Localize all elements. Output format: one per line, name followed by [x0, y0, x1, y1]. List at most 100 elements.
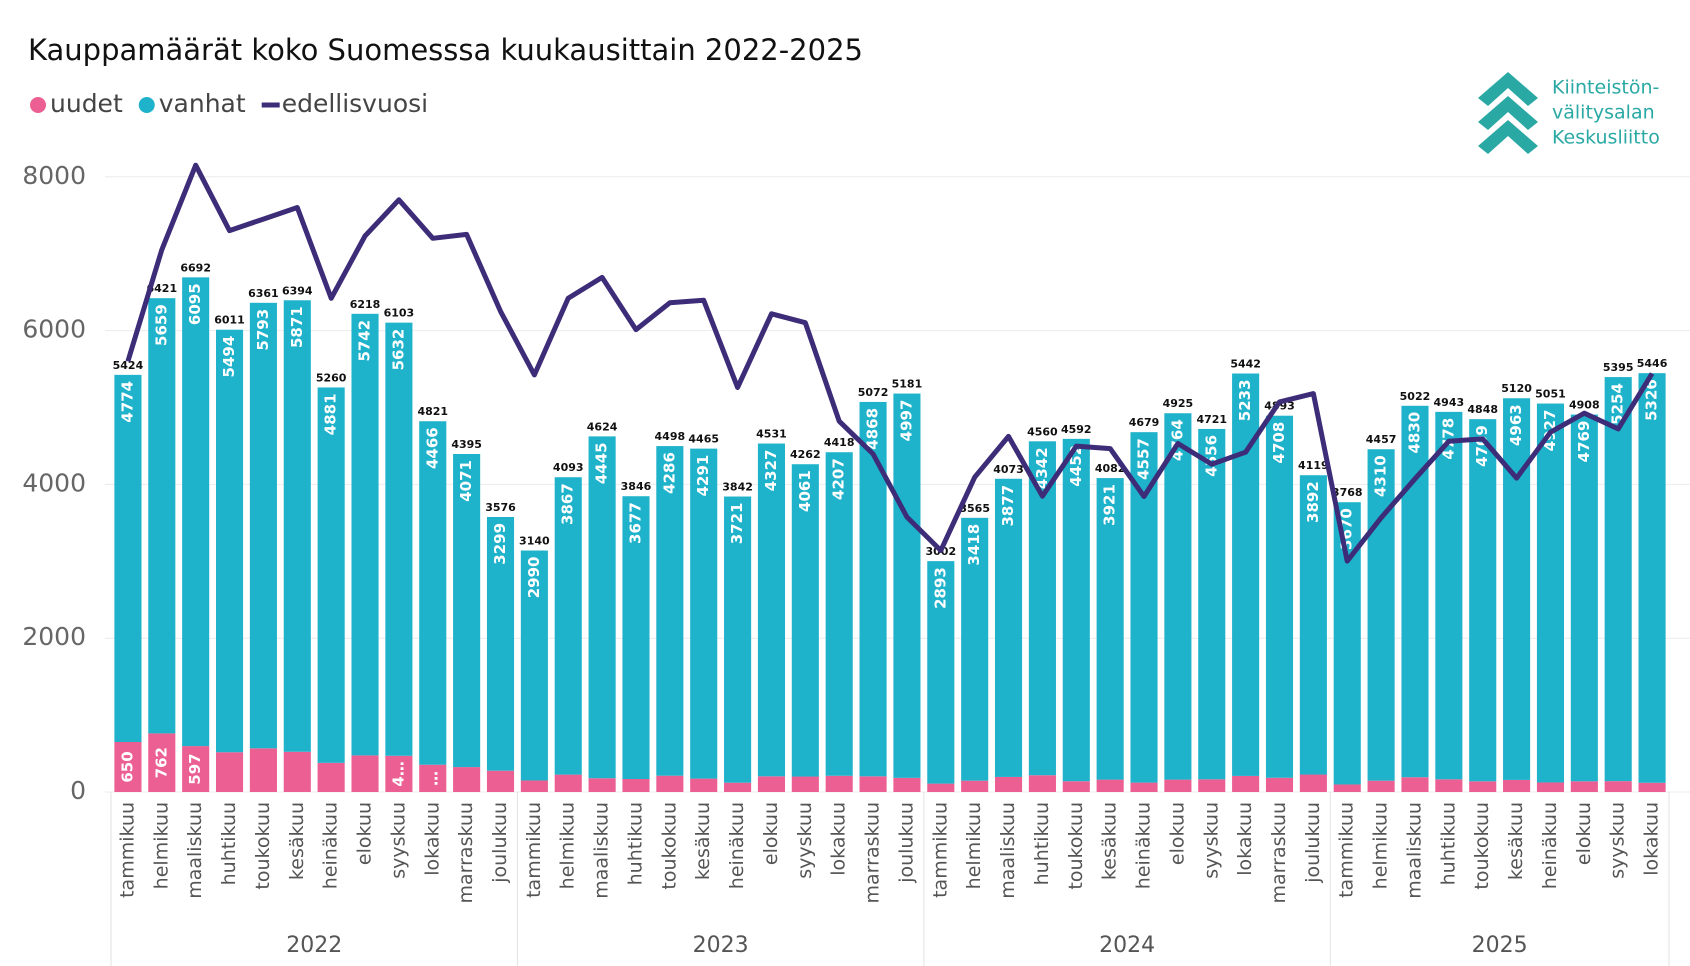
bar-segment — [1536, 403, 1565, 783]
bar-segment — [1232, 775, 1260, 792]
bar-value-label: 4997 — [897, 400, 915, 442]
total-label: 4073 — [993, 463, 1024, 476]
bar-value-label: 5254 — [1609, 383, 1627, 425]
bar-segment — [182, 746, 210, 792]
total-label: 5446 — [1637, 357, 1668, 370]
bar-segment — [1265, 777, 1294, 792]
bar-segment — [690, 778, 718, 792]
bar-value-label: 762 — [152, 747, 170, 778]
total-label: 6361 — [248, 287, 279, 300]
x-tick-label: maaliskuu — [1403, 802, 1425, 899]
x-tick-label: tammikuu — [116, 802, 138, 898]
bar-segment — [859, 776, 887, 792]
x-tick-label: maaliskuu — [591, 802, 613, 899]
total-label: 4908 — [1569, 399, 1600, 412]
bar-value-label: 3299 — [491, 523, 509, 565]
bar-value-label: 4708 — [1270, 422, 1288, 464]
bar-value-label: 4557 — [1135, 438, 1153, 480]
bar-segment — [961, 780, 989, 792]
bar-segment — [148, 298, 176, 734]
bar-segment — [148, 733, 176, 792]
total-label: 4821 — [417, 405, 448, 418]
bar-segment — [656, 775, 684, 792]
bar-value-label: 5494 — [220, 336, 238, 378]
total-label: 5181 — [892, 378, 923, 391]
total-label: 4592 — [1061, 423, 1092, 436]
y-tick-label: 0 — [70, 776, 86, 805]
bar-segment — [1638, 782, 1666, 792]
bar-segment — [520, 550, 548, 781]
bar-value-label: 4769 — [1575, 421, 1593, 463]
bar-segment — [1503, 779, 1531, 792]
bar-value-label: 4207 — [830, 458, 848, 500]
bar-segment — [859, 401, 887, 777]
total-label: 6421 — [146, 282, 177, 295]
total-label: 4848 — [1467, 403, 1498, 416]
logo-text: välitysalan — [1552, 102, 1655, 124]
bar-segment — [351, 755, 379, 792]
total-label: 5260 — [316, 371, 347, 384]
bar-segment — [486, 770, 515, 792]
x-tick-label: huhtikuu — [1031, 802, 1053, 885]
total-label: 5072 — [858, 386, 889, 399]
total-label: 4679 — [1129, 416, 1160, 429]
bar-segment — [385, 755, 413, 792]
x-tick-label: heinäkuu — [320, 802, 342, 889]
bar-segment — [1367, 780, 1395, 792]
bar-segment — [1028, 775, 1056, 792]
bar-value-label: 6095 — [186, 283, 204, 325]
x-tick-label: heinäkuu — [1539, 802, 1561, 889]
x-tick-label: syyskuu — [1607, 802, 1629, 879]
bar-value-label: 4342 — [1033, 447, 1051, 489]
bar-value-label: 4556 — [1202, 435, 1220, 477]
bar-segment — [385, 322, 413, 756]
bar-segment — [351, 313, 379, 756]
bar-value-label: 650 — [118, 751, 136, 782]
bar-segment — [1367, 449, 1395, 781]
x-tick-label: joulukuu — [1302, 802, 1324, 884]
bar-segment — [1604, 781, 1632, 792]
x-tick-label: toukokuu — [252, 802, 274, 890]
total-label: 4465 — [688, 433, 719, 446]
year-label: 2022 — [286, 933, 342, 958]
bar-segment — [1096, 478, 1124, 780]
total-label: 3768 — [1332, 486, 1363, 499]
x-tick-label: maaliskuu — [997, 802, 1019, 899]
bar-segment — [1164, 779, 1192, 792]
bar-segment — [927, 561, 955, 784]
bar-segment — [1130, 782, 1158, 792]
x-tick-label: helmikuu — [557, 802, 579, 889]
total-label: 5424 — [113, 359, 144, 372]
bar-value-label: 3418 — [965, 524, 983, 566]
x-tick-label: elokuu — [1166, 802, 1188, 865]
x-tick-label: marraskuu — [862, 802, 884, 904]
x-tick-label: lokakuu — [828, 802, 850, 876]
x-tick-label: lokakuu — [421, 802, 443, 876]
x-tick-label: tammikuu — [929, 802, 951, 898]
bar-segment — [1198, 779, 1226, 792]
logo: Kiinteistön- välitysalan Keskusliitto — [1478, 72, 1660, 154]
total-label: 5120 — [1501, 382, 1532, 395]
legend-swatch — [138, 97, 155, 113]
total-label: 6394 — [282, 284, 313, 297]
bar-segment — [215, 752, 244, 792]
x-tick-label: syyskuu — [387, 802, 409, 879]
bar-value-label: 597 — [186, 753, 204, 784]
bar-value-label: 4868 — [864, 408, 882, 450]
bar-value-label: 5326 — [1643, 379, 1661, 421]
x-tick-label: kesäkuu — [1505, 802, 1527, 880]
bar-value-label: 2893 — [931, 567, 949, 609]
bar-value-label: 5871 — [288, 306, 306, 348]
total-label: 3140 — [519, 535, 550, 548]
bar-value-label: 4327 — [762, 450, 780, 492]
bar-segment — [690, 448, 718, 779]
bar-segment — [486, 516, 515, 771]
x-tick-label: marraskuu — [1268, 802, 1290, 904]
bar-segment — [622, 779, 650, 792]
bar-value-label: 4963 — [1507, 404, 1525, 446]
total-label: 4943 — [1434, 396, 1465, 409]
x-tick-label: toukokuu — [1471, 802, 1493, 890]
y-tick-label: 2000 — [22, 622, 86, 651]
logo-chevron — [1478, 72, 1538, 106]
bar-value-label: 2990 — [525, 557, 543, 599]
